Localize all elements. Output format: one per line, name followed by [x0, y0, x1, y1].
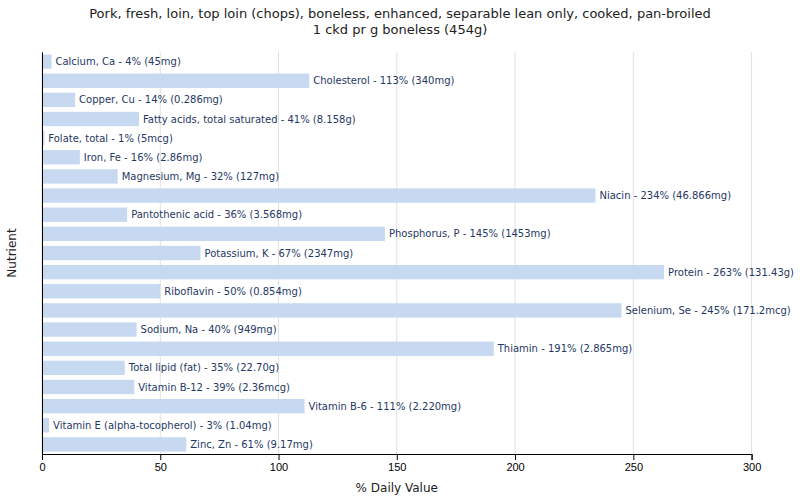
- bar: [42, 437, 186, 451]
- bar-label: Vitamin B-6 - 111% (2.220mg): [309, 401, 462, 412]
- bar-label: Phosphorus, P - 145% (1453mg): [389, 228, 551, 239]
- bar-label: Total lipid (fat) - 35% (22.70g): [128, 362, 279, 373]
- x-tick-label: 0: [39, 461, 45, 473]
- bar-label: Riboflavin - 50% (0.854mg): [164, 286, 302, 297]
- x-tick: 200: [506, 454, 524, 473]
- bar-label: Potassium, K - 67% (2347mg): [204, 248, 353, 259]
- x-tick-label: 150: [388, 461, 406, 473]
- x-axis: 0 50 100 150 200 250 300: [39, 454, 761, 473]
- bar-labels: Calcium, Ca - 4% (45mg) Cholesterol - 113…: [48, 56, 794, 450]
- grid-line: [515, 52, 516, 454]
- bar-label: Protein - 263% (131.43g): [668, 267, 794, 278]
- plot: Calcium, Ca - 4% (45mg) Cholesterol - 113…: [39, 52, 794, 473]
- title-line: 1 ckd pr g boneless (454g): [313, 22, 488, 37]
- x-tick: 0: [39, 454, 45, 473]
- grid-line: [396, 52, 397, 454]
- bar: [42, 284, 160, 298]
- bar: [42, 361, 125, 375]
- chart: Pork, fresh, loin, top loin (chops), bon…: [0, 0, 800, 500]
- bar: [42, 265, 664, 279]
- x-tick-label: 300: [743, 461, 761, 473]
- bar-label: Cholesterol - 113% (340mg): [313, 75, 454, 86]
- grid-line: [751, 52, 752, 454]
- bar: [42, 54, 51, 68]
- bar: [42, 303, 621, 317]
- bar: [42, 188, 595, 202]
- x-tick-mark: [42, 454, 43, 460]
- bar: [42, 169, 118, 183]
- bar: [42, 322, 137, 336]
- x-tick-mark: [279, 454, 280, 460]
- bar: [42, 74, 309, 88]
- bar-label: Selenium, Se - 245% (171.2mcg): [625, 305, 790, 316]
- bar: [42, 112, 139, 126]
- y-axis-line: [42, 53, 43, 455]
- bar-label: Calcium, Ca - 4% (45mg): [55, 56, 180, 67]
- bar: [42, 342, 494, 356]
- bar-label: Iron, Fe - 16% (2.86mg): [84, 152, 203, 163]
- x-tick-mark: [160, 454, 161, 460]
- x-axis-line: [43, 455, 753, 461]
- x-tick: 300: [743, 454, 761, 473]
- x-tick: 150: [388, 454, 406, 473]
- x-tick-mark: [397, 454, 398, 460]
- bar: [42, 246, 200, 260]
- bar: [42, 208, 127, 222]
- bar-label: Fatty acids, total saturated - 41% (8.15…: [143, 114, 356, 125]
- bar: [42, 418, 49, 432]
- bar-label: Zinc, Zn - 61% (9.17mg): [190, 439, 313, 450]
- x-tick: 50: [155, 454, 167, 473]
- bar-label: Pantothenic acid - 36% (3.568mg): [131, 209, 302, 220]
- x-tick-mark: [515, 454, 516, 460]
- bars: [42, 54, 664, 451]
- x-tick-label: 100: [270, 461, 288, 473]
- grid: [42, 52, 752, 454]
- bar: [42, 93, 75, 107]
- bar-label: Sodium, Na - 40% (949mg): [141, 324, 277, 335]
- grid-line: [633, 52, 634, 454]
- bar: [42, 380, 134, 394]
- bar: [42, 227, 385, 241]
- x-tick-mark: [633, 454, 634, 460]
- bar-label: Vitamin E (alpha-tocopherol) - 3% (1.04m…: [53, 420, 272, 431]
- title: Pork, fresh, loin, top loin (chops), bon…: [89, 6, 711, 37]
- bar-label: Niacin - 234% (46.866mg): [599, 190, 731, 201]
- x-tick-label: 200: [506, 461, 524, 473]
- y-axis: [42, 53, 43, 455]
- title-line: Pork, fresh, loin, top loin (chops), bon…: [89, 6, 711, 21]
- y-axis-title: Nutrient: [5, 228, 19, 278]
- x-tick: 250: [625, 454, 643, 473]
- x-tick-mark: [752, 454, 753, 460]
- grid-line: [42, 52, 43, 454]
- bar: [42, 399, 305, 413]
- x-tick: 100: [270, 454, 288, 473]
- bar-label: Copper, Cu - 14% (0.286mg): [79, 94, 223, 105]
- x-axis-title: % Daily Value: [356, 481, 438, 495]
- bar-label: Vitamin B-12 - 39% (2.36mcg): [138, 382, 290, 393]
- bar-label: Folate, total - 1% (5mcg): [48, 133, 173, 144]
- bar-label: Thiamin - 191% (2.865mg): [497, 343, 633, 354]
- bar-label: Magnesium, Mg - 32% (127mg): [122, 171, 279, 182]
- x-tick-label: 50: [155, 461, 167, 473]
- x-tick-label: 250: [625, 461, 643, 473]
- bar: [42, 150, 80, 164]
